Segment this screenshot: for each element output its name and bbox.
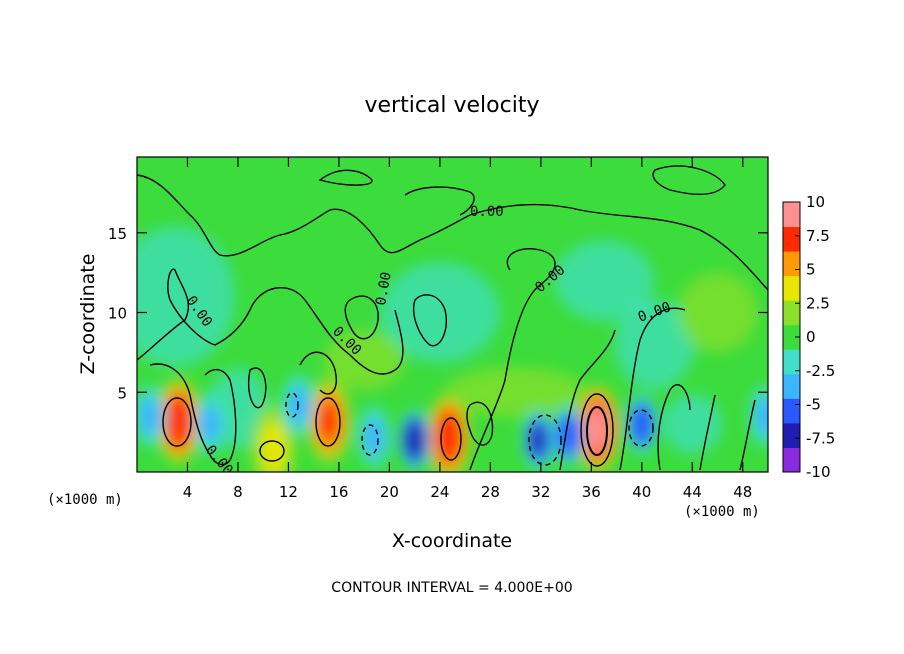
- colorbar-tick-label: -7.5: [806, 429, 835, 447]
- field-patch: [553, 240, 654, 321]
- contour-line: [318, 169, 373, 186]
- contour-line: [137, 174, 768, 291]
- x-tick-label: 36: [582, 483, 601, 501]
- downdraft-mark: [560, 420, 577, 451]
- downdraft-contour: [285, 392, 299, 418]
- contour-line: [466, 401, 494, 446]
- updraft-contour: [162, 397, 192, 447]
- velocity-field: [137, 226, 768, 472]
- x-unit-label-right: (×1000 m): [684, 504, 760, 520]
- x-tick-label: 16: [329, 483, 348, 501]
- x-tick-label: 4: [183, 483, 193, 501]
- colorbar-tick-label: -10: [806, 463, 831, 481]
- colorbar-swatch: [783, 324, 800, 350]
- contour-line: [699, 394, 716, 471]
- updraft-mark: [318, 400, 340, 442]
- contour-line: [619, 307, 686, 471]
- colorbar-tick-label: -5: [806, 396, 821, 414]
- colorbar-swatch: [783, 300, 800, 326]
- colorbar-swatch: [783, 422, 800, 448]
- x-tick-label: 32: [531, 483, 550, 501]
- updraft-contour: [586, 406, 608, 456]
- colorbar-swatch: [783, 349, 800, 375]
- downdraft-mark: [633, 409, 650, 440]
- contour-line: [469, 248, 556, 471]
- colorbar-tick-label: 0: [806, 328, 816, 346]
- x-tick-label: 28: [481, 483, 500, 501]
- field-patch: [445, 367, 586, 418]
- colorbar-swatch: [783, 251, 800, 277]
- field-patch: [379, 262, 500, 363]
- contour-line: [149, 363, 237, 466]
- y-axis: 5 10 15: [108, 225, 768, 402]
- x-tick-label: 48: [733, 483, 752, 501]
- contour-line: [652, 165, 726, 195]
- colorbar: 10 7.5 5 2.5 0 -2.5 -5 -7.5 -10: [782, 193, 835, 481]
- contour-line: [248, 367, 267, 409]
- colorbar-swatch: [783, 373, 800, 399]
- y-tick-label: 15: [108, 225, 127, 243]
- contour-line: [344, 295, 379, 340]
- updraft-mark: [439, 419, 458, 455]
- contour-line: [413, 294, 447, 347]
- contour-line: [404, 186, 475, 216]
- downdraft-mark: [755, 397, 768, 435]
- downdraft-mark: [200, 405, 221, 443]
- contour-line: [739, 399, 756, 471]
- colorbar-tick-label: 7.5: [806, 227, 830, 245]
- updraft-contour: [580, 393, 614, 467]
- plot-area: 0.000.000.000.000.000.000.00: [137, 157, 768, 472]
- x-tick-label: 8: [233, 483, 243, 501]
- colorbar-tick-label: 2.5: [806, 294, 830, 312]
- y-tick-label: 5: [117, 384, 127, 402]
- colorbar-swatch: [783, 226, 800, 252]
- contour-label: 0.00: [470, 204, 504, 220]
- downdraft-contour: [528, 414, 562, 466]
- zero-contours: [137, 165, 768, 471]
- updraft-mark: [589, 413, 606, 445]
- field-patch: [662, 394, 723, 455]
- x-tick-label: 24: [430, 483, 449, 501]
- colorbar-swatch: [783, 447, 800, 473]
- x-axis: 4 8 12 16 20 24 28 32 36 40 44 48: [183, 157, 752, 501]
- updraft-contour: [259, 440, 285, 462]
- x-unit-label-left: (×1000 m): [47, 492, 123, 508]
- field-patch: [324, 330, 405, 391]
- updraft-mark: [260, 421, 287, 472]
- colorbar-swatch: [783, 398, 800, 424]
- colorbar-tick-label: 10: [806, 193, 825, 211]
- x-tick-label: 40: [632, 483, 651, 501]
- field-patch: [677, 272, 758, 353]
- field-patch: [137, 226, 235, 367]
- colorbar-swatch: [783, 202, 800, 228]
- updraft-contour: [440, 417, 462, 461]
- colorbar-tick-label: 5: [806, 261, 816, 279]
- downdraft-contour: [628, 409, 654, 447]
- y-axis-title: Z-coordinate: [77, 254, 99, 375]
- contour-line: [299, 351, 337, 395]
- y-tick-label: 10: [108, 305, 127, 323]
- x-tick-label: 20: [380, 483, 399, 501]
- contour-line: [137, 268, 404, 375]
- contour-line: [657, 383, 691, 471]
- chart-title: vertical velocity: [364, 93, 539, 118]
- downdraft-mark: [139, 397, 160, 435]
- updraft-contour: [315, 397, 341, 447]
- x-axis-title: X-coordinate: [392, 530, 512, 552]
- contour-line: [559, 329, 616, 471]
- downdraft-mark: [364, 418, 385, 456]
- downdraft-contour: [361, 424, 379, 456]
- downdraft-mark: [530, 425, 547, 456]
- colorbar-tick-label: -2.5: [806, 362, 835, 380]
- x-tick-label: 44: [683, 483, 702, 501]
- colorbar-swatch: [783, 275, 800, 301]
- plot-frame: [136, 156, 769, 473]
- updraft-mark: [169, 403, 188, 439]
- contour-interval-note: CONTOUR INTERVAL = 4.000E+00: [331, 580, 572, 596]
- downdraft-mark: [407, 426, 422, 454]
- x-tick-label: 12: [279, 483, 298, 501]
- contour-label: 0.00: [373, 271, 395, 307]
